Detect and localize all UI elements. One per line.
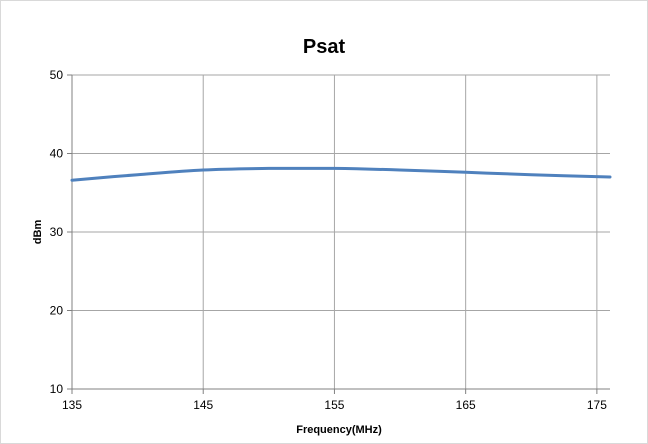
x-tick-label: 135 [62, 398, 82, 412]
series-layer [72, 168, 610, 180]
psat-series-line [72, 168, 610, 180]
y-tick-label: 50 [50, 68, 64, 82]
x-axis-title: Frequency(MHz) [296, 424, 382, 436]
axis-layer [67, 75, 610, 394]
x-tick-label: 145 [193, 398, 213, 412]
grid-layer [72, 75, 610, 389]
chart-title: Psat [303, 36, 346, 58]
y-axis-title: dBm [32, 220, 44, 245]
y-tick-label: 20 [50, 304, 64, 318]
x-tick-label: 175 [587, 398, 607, 412]
y-tick-label: 40 [50, 147, 64, 161]
y-tick-label: 10 [50, 382, 64, 396]
y-tick-label: 30 [50, 225, 64, 239]
x-tick-label: 155 [324, 398, 344, 412]
x-tick-label: 165 [456, 398, 476, 412]
label-layer: 10 20 30 40 50 135 145 155 165 175 [50, 68, 608, 412]
